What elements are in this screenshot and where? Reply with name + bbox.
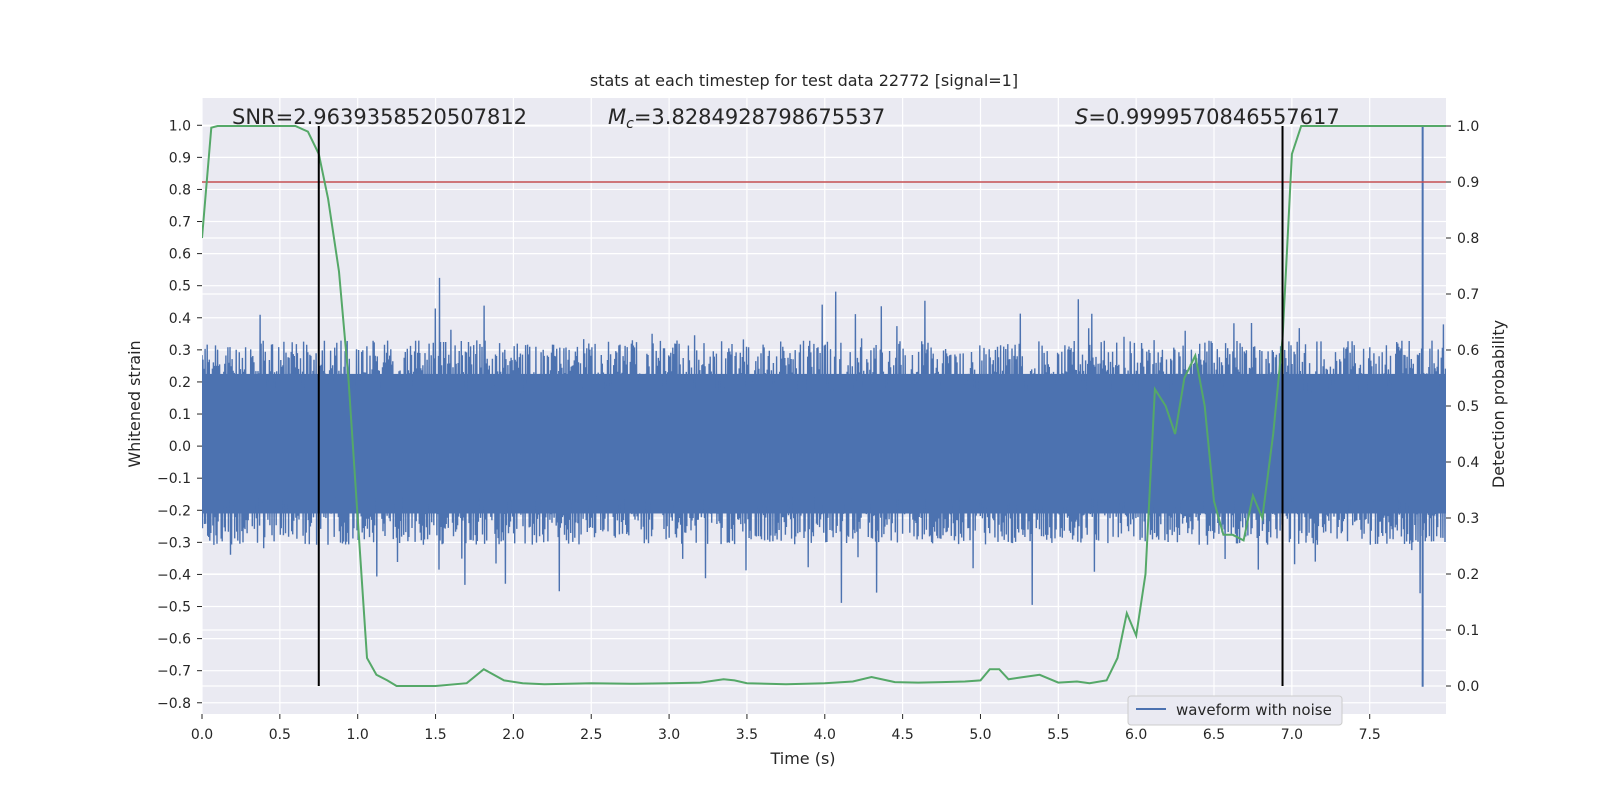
- chart-title: stats at each timestep for test data 227…: [590, 71, 1018, 90]
- x-axis-ticks: 0.0 0.5 1.0 1.5 2.0 2.5 3.0 3.5 4.0 4.5 5.0 5.5 6.0 6…: [191, 714, 1381, 743]
- y2-axis-ticks: 1.0 0.9 0.8 0.7 0.6 0.5 0.4 0.3 0.2 0.1 0.0: [1446, 119, 1479, 695]
- y2-tick-label: 0.3: [1457, 511, 1479, 527]
- x-tick-label: 3.5: [736, 727, 758, 743]
- x-tick-label: 7.0: [1281, 727, 1303, 743]
- x-tick-label: 4.0: [814, 727, 836, 743]
- y-tick-label: 0.1: [169, 407, 191, 423]
- chirp-mass-annotation: Mc=3.8284928798675537: [608, 105, 885, 132]
- waveform-series: [202, 125, 1446, 687]
- y-tick-label: −0.5: [157, 600, 191, 616]
- y-tick-label: 0.8: [169, 182, 191, 198]
- y-tick-label: 0.3: [169, 343, 191, 359]
- y2-tick-label: 0.0: [1457, 679, 1479, 695]
- legend-box: [1127, 695, 1343, 726]
- y-tick-label: −0.4: [157, 567, 191, 583]
- y-tick-label: 1.0: [169, 118, 191, 134]
- x-tick-label: 0.0: [191, 727, 213, 743]
- x-tick-label: 0.5: [269, 727, 291, 743]
- y-tick-label: −0.1: [157, 471, 191, 487]
- x-tick-label: 6.5: [1203, 727, 1225, 743]
- y2-tick-label: 0.8: [1457, 231, 1479, 247]
- x-tick-label: 6.0: [1125, 727, 1147, 743]
- chirp-mass-value: =3.8284928798675537: [634, 105, 885, 129]
- x-tick-label: 1.0: [347, 727, 369, 743]
- y2-axis-label: Detection probability: [1489, 320, 1508, 488]
- y-tick-label: 0.7: [169, 215, 191, 231]
- chirp-mass-symbol: M: [608, 105, 626, 129]
- y2-tick-label: 0.9: [1457, 175, 1479, 191]
- y-tick-label: 0.9: [169, 150, 191, 166]
- s-symbol: S: [1075, 105, 1088, 129]
- x-tick-label: 5.0: [969, 727, 991, 743]
- y-tick-label: 0.6: [169, 247, 191, 263]
- s-value: =0.9999570846557617: [1088, 105, 1339, 129]
- y-tick-label: 0.4: [169, 311, 191, 327]
- y2-tick-label: 0.6: [1457, 343, 1479, 359]
- y-tick-label: −0.2: [157, 503, 191, 519]
- y-tick-label: −0.3: [157, 535, 191, 551]
- x-tick-label: 1.5: [424, 727, 446, 743]
- y2-tick-label: 0.1: [1457, 623, 1479, 639]
- y-axis-ticks: 1.0 0.9 0.8 0.7 0.6 0.5 0.4 0.3 0.2 0.1 0.0 −0.1 −0.…: [157, 118, 202, 712]
- x-axis-label: Time (s): [769, 749, 835, 768]
- y2-tick-label: 0.4: [1457, 455, 1479, 471]
- vertical-markers: [317, 126, 1284, 686]
- x-tick-label: 4.5: [891, 727, 913, 743]
- y2-tick-label: 1.0: [1457, 119, 1479, 135]
- y-tick-label: −0.7: [157, 664, 191, 680]
- y-tick-label: 0.2: [169, 375, 191, 391]
- chirp-mass-subscript: c: [626, 116, 634, 132]
- legend: waveform with noise: [1127, 695, 1343, 726]
- x-tick-label: 3.0: [658, 727, 680, 743]
- x-tick-label: 2.0: [502, 727, 524, 743]
- s-annotation: S=0.9999570846557617: [1075, 105, 1340, 129]
- y-axis-label: Whitened strain: [125, 340, 144, 467]
- y2-tick-label: 0.7: [1457, 287, 1479, 303]
- y2-tick-label: 0.2: [1457, 567, 1479, 583]
- snr-annotation: SNR=2.9639358520507812: [232, 105, 527, 129]
- y-tick-label: −0.8: [157, 696, 191, 712]
- x-tick-label: 7.5: [1359, 727, 1381, 743]
- probability-series-line: [202, 125, 1446, 687]
- y-tick-label: −0.6: [157, 632, 191, 648]
- x-tick-label: 5.5: [1047, 727, 1069, 743]
- y2-tick-label: 0.5: [1457, 399, 1479, 415]
- legend-waveform-label: waveform with noise: [1176, 701, 1332, 719]
- y-tick-label: 0.0: [169, 439, 191, 455]
- waveform-series-line: [202, 277, 1446, 605]
- x-tick-label: 2.5: [580, 727, 602, 743]
- y-tick-label: 0.5: [169, 279, 191, 295]
